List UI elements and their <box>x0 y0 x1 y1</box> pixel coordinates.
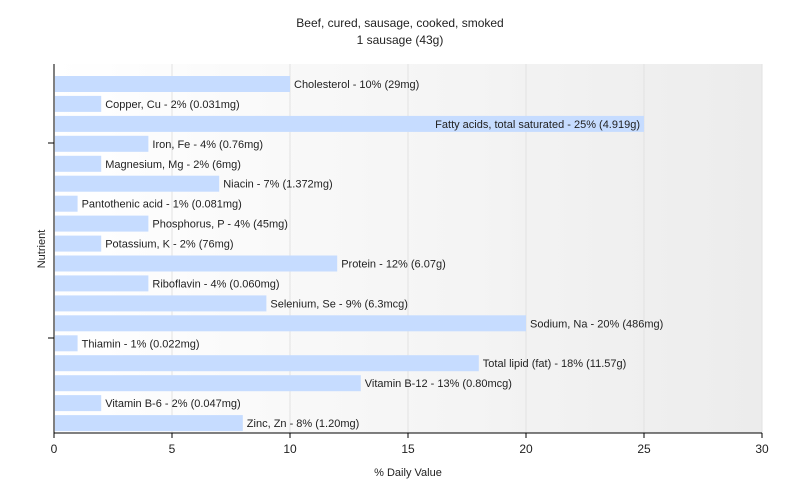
bar-label-10: Riboflavin - 4% (0.060mg) <box>152 278 279 290</box>
bar-8 <box>55 235 102 252</box>
bar-0 <box>55 76 290 92</box>
bar-label-9: Protein - 12% (6.07g) <box>341 259 446 271</box>
y-axis-label: Nutrient <box>36 230 48 269</box>
x-tick-label-2: 10 <box>283 442 297 456</box>
bar-9 <box>55 255 338 272</box>
x-tick-label-5: 25 <box>637 442 651 456</box>
x-tick-label-6: 30 <box>755 442 769 456</box>
bar-17 <box>55 415 243 432</box>
bar-7 <box>55 215 149 232</box>
bar-10 <box>55 275 149 292</box>
bar-label-12: Sodium, Na - 20% (486mg) <box>530 318 663 330</box>
bar-12 <box>55 315 526 332</box>
bar-4 <box>55 155 102 172</box>
bar-label-5: Niacin - 7% (1.372mg) <box>223 179 332 191</box>
chart-subtitle: 1 sausage (43g) <box>357 33 444 47</box>
bar-label-17: Zinc, Zn - 8% (1.20mg) <box>247 418 359 430</box>
bar-label-6: Pantothenic acid - 1% (0.081mg) <box>82 199 242 211</box>
x-axis-label: % Daily Value <box>374 467 442 479</box>
bar-2 <box>55 115 644 132</box>
x-tick-label-3: 15 <box>401 442 415 456</box>
bar-label-4: Magnesium, Mg - 2% (6mg) <box>105 159 241 171</box>
bar-label-8: Potassium, K - 2% (76mg) <box>105 239 233 251</box>
bar-label-13: Thiamin - 1% (0.022mg) <box>82 338 200 350</box>
bar-label-16: Vitamin B-6 - 2% (0.047mg) <box>105 398 241 410</box>
bar-3 <box>55 135 149 152</box>
bar-13 <box>55 335 78 352</box>
bar-6 <box>55 195 78 212</box>
bar-label-11: Selenium, Se - 9% (6.3mcg) <box>270 298 408 310</box>
bar-11 <box>55 295 267 312</box>
bar-label-14: Total lipid (fat) - 18% (11.57g) <box>483 358 626 370</box>
bar-1 <box>55 95 102 112</box>
bar-16 <box>55 395 102 412</box>
bars: Cholesterol - 10% (29mg) Copper, Cu - 2% … <box>55 76 663 432</box>
bar-5 <box>55 175 220 192</box>
bar-label-7: Phosphorus, P - 4% (45mg) <box>152 219 288 231</box>
bar-14 <box>55 355 479 372</box>
bar-label-0: Cholesterol - 10% (29mg) <box>294 79 419 91</box>
chart-title: Beef, cured, sausage, cooked, smoked <box>296 16 503 30</box>
bar-15 <box>55 375 361 392</box>
bar-label-15: Vitamin B-12 - 13% (0.80mcg) <box>365 378 512 390</box>
bar-label-1: Copper, Cu - 2% (0.031mg) <box>105 99 240 111</box>
x-tick-label-0: 0 <box>51 442 58 456</box>
x-tick-label-1: 5 <box>169 442 176 456</box>
x-tick-label-4: 20 <box>519 442 533 456</box>
axes: 0 5 10 15 20 25 30 <box>48 64 769 456</box>
bar-label-2: Fatty acids, total saturated - 25% (4.91… <box>435 119 640 131</box>
bar-label-3: Iron, Fe - 4% (0.76mg) <box>152 139 263 151</box>
